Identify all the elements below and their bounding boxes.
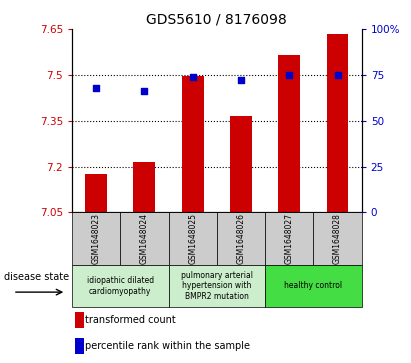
Text: transformed count: transformed count [85, 315, 176, 325]
Point [334, 72, 341, 78]
Bar [169, 265, 265, 307]
Bar [72, 265, 169, 307]
Bar [278, 55, 300, 212]
Point [93, 85, 99, 91]
Point [189, 74, 196, 79]
Bar [169, 212, 217, 265]
Text: percentile rank within the sample: percentile rank within the sample [85, 341, 250, 351]
Bar [74, 338, 84, 354]
Bar [120, 212, 169, 265]
Bar [314, 212, 362, 265]
Text: GSM1648023: GSM1648023 [92, 213, 101, 264]
Bar [134, 162, 155, 212]
Bar [182, 76, 203, 212]
Title: GDS5610 / 8176098: GDS5610 / 8176098 [146, 12, 287, 26]
Bar [265, 212, 314, 265]
Text: idiopathic dilated
cardiomyopathy: idiopathic dilated cardiomyopathy [87, 276, 154, 295]
Bar [85, 174, 107, 212]
Bar [230, 116, 252, 212]
Text: healthy control: healthy control [284, 281, 342, 290]
Bar [217, 212, 265, 265]
Text: GSM1648024: GSM1648024 [140, 213, 149, 264]
Text: GSM1648025: GSM1648025 [188, 213, 197, 264]
Text: GSM1648028: GSM1648028 [333, 213, 342, 264]
Text: disease state: disease state [4, 272, 69, 282]
Text: GSM1648027: GSM1648027 [285, 213, 294, 264]
Bar [327, 34, 349, 212]
Text: pulmonary arterial
hypertension with
BMPR2 mutation: pulmonary arterial hypertension with BMP… [181, 271, 253, 301]
Point [286, 72, 293, 78]
Point [141, 89, 148, 94]
Bar [72, 212, 120, 265]
Bar [74, 312, 84, 328]
Point [238, 77, 244, 83]
Text: GSM1648026: GSM1648026 [236, 213, 245, 264]
Bar [265, 265, 362, 307]
